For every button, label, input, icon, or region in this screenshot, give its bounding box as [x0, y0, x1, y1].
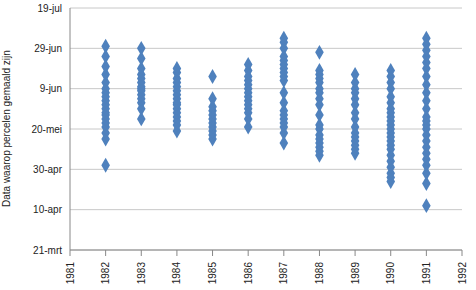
svg-text:1981: 1981	[65, 262, 76, 285]
svg-text:1987: 1987	[278, 262, 289, 285]
svg-text:19-jul: 19-jul	[38, 3, 62, 14]
svg-text:1983: 1983	[136, 262, 147, 285]
svg-text:1990: 1990	[385, 262, 396, 285]
svg-text:1988: 1988	[314, 262, 325, 285]
svg-text:30-apr: 30-apr	[33, 164, 63, 175]
svg-text:10-apr: 10-apr	[33, 204, 63, 215]
svg-text:9-jun: 9-jun	[40, 83, 62, 94]
svg-text:20-mei: 20-mei	[31, 124, 62, 135]
svg-text:1985: 1985	[207, 262, 218, 285]
svg-text:1984: 1984	[171, 262, 182, 285]
svg-text:21-mrt: 21-mrt	[33, 245, 62, 256]
svg-text:1986: 1986	[243, 262, 254, 285]
svg-text:Data waarop percelen gemaald z: Data waarop percelen gemaald zijn	[8, 50, 12, 207]
svg-text:1982: 1982	[100, 262, 111, 285]
svg-text:29-jun: 29-jun	[34, 43, 62, 54]
svg-text:1991: 1991	[421, 262, 432, 285]
svg-text:1989: 1989	[350, 262, 361, 285]
svg-text:1992: 1992	[457, 262, 468, 285]
